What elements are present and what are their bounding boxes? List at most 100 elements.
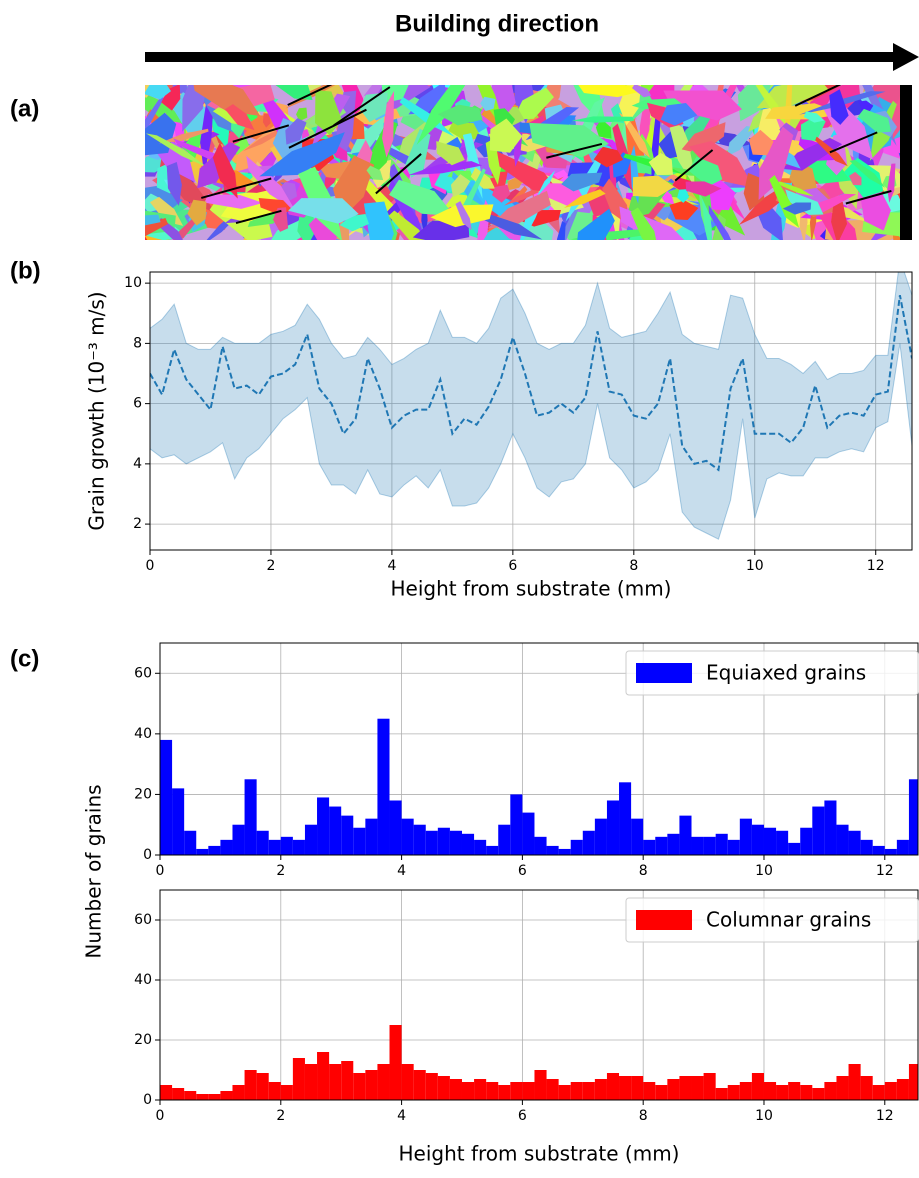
y-tick-label: 8 <box>133 335 142 351</box>
grain <box>388 210 441 240</box>
bar <box>413 824 426 855</box>
y-tick-label: 60 <box>134 665 152 681</box>
grain <box>497 226 523 240</box>
bar <box>667 1079 680 1100</box>
bar <box>353 827 366 855</box>
bar <box>884 848 897 855</box>
bar <box>232 1085 245 1100</box>
bar <box>667 833 680 855</box>
grain <box>727 125 756 157</box>
grain-boundary <box>333 86 391 127</box>
bar <box>703 836 716 855</box>
grain <box>372 159 392 189</box>
bar <box>280 836 293 855</box>
bar <box>655 836 668 855</box>
x-tick-label: 12 <box>876 1108 894 1124</box>
grain <box>145 133 208 168</box>
grain <box>571 116 635 123</box>
grain-boundary <box>235 209 282 225</box>
bar <box>304 1064 318 1100</box>
bar <box>546 845 559 855</box>
grain <box>708 204 736 240</box>
x-tick-label: 2 <box>266 558 275 574</box>
bar <box>872 1085 885 1100</box>
y-tick-label: 20 <box>134 786 152 802</box>
bar <box>848 1064 861 1100</box>
bar <box>776 830 789 855</box>
grain <box>772 178 814 197</box>
bar <box>776 1085 789 1100</box>
x-tick-label: 8 <box>639 1108 648 1124</box>
grain <box>145 214 161 226</box>
bar <box>486 1082 499 1100</box>
bar <box>244 779 257 855</box>
grain <box>632 85 652 98</box>
grain <box>529 122 609 158</box>
grain <box>436 141 465 166</box>
bar <box>208 1094 221 1100</box>
bar <box>461 1082 475 1100</box>
grain-boundary <box>845 189 892 205</box>
grain <box>399 97 455 137</box>
grain-boundary <box>232 124 290 143</box>
grain <box>389 179 455 217</box>
bar <box>739 1082 752 1100</box>
grain <box>161 85 181 111</box>
grain <box>158 128 209 144</box>
grain <box>470 167 496 189</box>
grain <box>182 85 210 132</box>
panel-label: (b) <box>10 257 41 284</box>
x-tick-label: 6 <box>508 558 517 574</box>
bar <box>172 1088 185 1100</box>
plot-area <box>160 718 918 855</box>
bar <box>908 779 918 855</box>
band <box>150 272 912 540</box>
bar <box>908 1064 918 1100</box>
bar <box>510 1082 523 1100</box>
grain <box>829 89 849 125</box>
grain <box>769 174 800 228</box>
bar <box>763 827 777 855</box>
bar <box>160 1085 173 1100</box>
x-tick-label: 4 <box>387 558 396 574</box>
grain-boundary <box>546 142 603 159</box>
bar <box>631 818 644 855</box>
bar <box>896 839 909 855</box>
grain <box>264 85 313 101</box>
bar <box>401 1064 414 1100</box>
bar <box>582 1082 595 1100</box>
grain <box>556 221 566 240</box>
bar <box>268 839 281 855</box>
bar <box>691 836 704 855</box>
bar <box>220 1091 233 1100</box>
bar <box>691 1076 704 1100</box>
bar <box>643 1082 656 1100</box>
legend-box <box>625 897 919 943</box>
x-tick-label: 8 <box>639 863 648 879</box>
bar <box>788 1082 801 1100</box>
grain <box>359 92 388 123</box>
x-tick-label: 0 <box>156 1108 165 1124</box>
grain <box>408 161 483 176</box>
x-tick-label: 6 <box>518 863 527 879</box>
bar <box>522 812 535 855</box>
bar <box>389 800 402 855</box>
grain <box>513 131 523 167</box>
grain <box>492 184 511 203</box>
bar <box>896 1079 909 1100</box>
bar <box>546 1079 559 1100</box>
grain <box>187 199 207 226</box>
bar <box>703 1073 716 1100</box>
bar <box>377 718 390 855</box>
bar <box>836 824 849 855</box>
bar <box>824 1082 837 1100</box>
grain <box>489 118 523 153</box>
x-tick-label: 10 <box>755 863 773 879</box>
bar <box>389 1025 402 1100</box>
x-tick-label: 4 <box>397 1108 406 1124</box>
x-tick-label: 12 <box>867 558 885 574</box>
y-tick-label: 0 <box>143 1092 152 1108</box>
grain <box>437 104 483 126</box>
grain <box>246 155 296 211</box>
